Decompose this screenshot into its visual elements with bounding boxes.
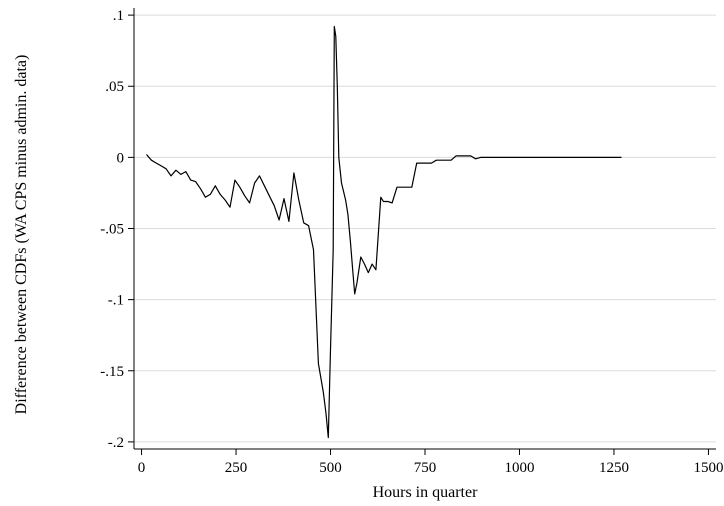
x-tick-label: 0 — [138, 460, 146, 476]
y-tick-label: -.1 — [108, 293, 124, 309]
y-tick-label: .1 — [113, 8, 124, 24]
y-tick-label: .05 — [105, 79, 124, 95]
x-tick-label: 750 — [414, 460, 437, 476]
y-tick-label: -.05 — [100, 222, 124, 238]
y-tick-label: -.2 — [108, 435, 124, 451]
x-tick-label: 1000 — [504, 460, 534, 476]
y-tick-label: 0 — [117, 150, 125, 166]
x-tick-label: 1250 — [599, 460, 629, 476]
x-axis-ticks: 0 250 500 750 1000 1250 1500 — [138, 449, 723, 476]
series-line-cdf-difference — [146, 25, 622, 439]
gridlines — [134, 14, 716, 443]
x-axis-title: Hours in quarter — [373, 484, 479, 501]
y-tick-label: -.15 — [100, 364, 124, 380]
x-tick-label: 250 — [225, 460, 248, 476]
x-tick-label: 500 — [319, 460, 342, 476]
y-axis-ticks: .1 .05 0 -.05 -.1 -.15 -.2 — [100, 8, 134, 451]
x-tick-label: 1500 — [693, 460, 723, 476]
y-axis-title: Difference between CDFs (WA CPS minus ad… — [13, 55, 30, 415]
